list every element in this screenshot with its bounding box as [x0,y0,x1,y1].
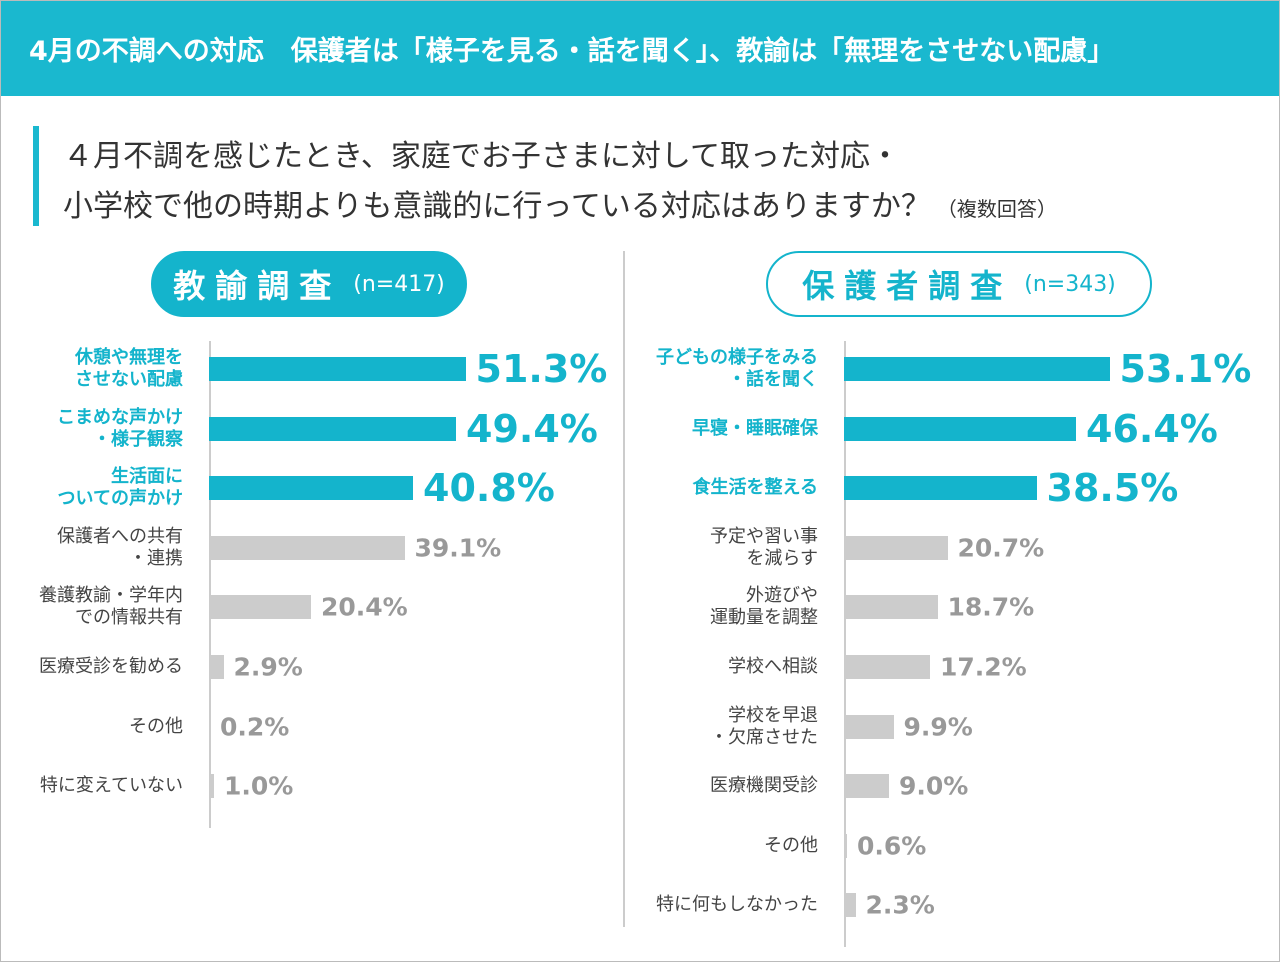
value-label: 49.4% [466,406,598,451]
value-label: 17.2% [940,652,1027,682]
category-label: 外遊びや 運動量を調整 [710,585,818,629]
bar [844,357,1110,381]
bar [209,655,224,679]
value-label: 20.7% [957,533,1045,563]
axis-line [209,341,211,828]
value-label: 46.4% [1086,406,1218,451]
bar [209,774,214,799]
category-label: その他 [129,715,183,737]
category-label: 特に変えていない [39,775,183,797]
category-label: 生活面に ついての声かけ [57,466,183,510]
category-label: 学校を早退 ・欠席させた [710,704,818,748]
bar [844,893,856,918]
header-title: 4月の不調への対応 保護者は「様子を見る・話を聞く」、教諭は「無理をさせない配慮… [29,36,1115,67]
panel-header: 保護者調査 (n=343) [766,251,1152,317]
panel-subtitle: (n=417) [353,271,445,297]
panel-title: 教諭調査 [173,267,342,305]
category-label: 医療機関受診 [710,775,818,797]
category-label: 学校へ相談 [728,656,818,677]
value-label: 2.3% [865,890,935,920]
panel-title: 保護者調査 [802,267,1013,305]
category-label: 予定や習い事 を減らす [710,525,818,569]
value-label: 38.5% [1046,466,1179,511]
value-label: 0.2% [220,712,290,742]
bar [844,416,1076,441]
value-label: 1.0% [224,771,294,801]
category-label: こまめな声かけ ・様子観察 [57,406,183,450]
bar [209,714,210,739]
bar [844,655,930,679]
value-label: 2.9% [233,652,303,682]
value-label: 9.9% [903,712,973,742]
panel-header: 教諭調査 (n=417) [151,251,467,317]
category-label: 休憩や無理を させない配慮 [75,347,183,390]
category-label: その他 [764,834,818,856]
question: 小学校で他の時期よりも意識的に行っている対応はありますか？ （複数回答） [63,181,1057,225]
axis-line [844,341,846,947]
bar [844,595,938,620]
question-note: （複数回答） [936,197,1057,221]
bar [844,833,847,858]
bar [844,535,948,560]
accent-bar [33,126,39,226]
bar [844,714,894,739]
question: ４月不調を感じたとき、家庭でお子さまに対して取った対応・ [63,139,900,174]
value-label: 0.6% [857,831,927,861]
category-label: 保護者への共有 ・連携 [57,525,183,569]
bar [209,476,413,501]
category-label: 養護教諭・学年内 での情報共有 [39,585,183,629]
bar [209,595,311,620]
bar [209,357,466,381]
value-label: 39.1% [414,533,502,563]
header: 4月の不調への対応 保護者は「様子を見る・話を聞く」、教諭は「無理をさせない配慮… [1,1,1279,96]
value-label: 51.3% [475,347,608,391]
category-label: 特に何もしなかった [656,894,818,916]
bar [209,416,456,441]
category-label: 子どもの様子をみる ・話を聞く [656,347,818,390]
bar [844,476,1037,501]
bar [209,535,405,560]
value-label: 9.0% [899,771,969,801]
category-label: 早寝・睡眠確保 [692,417,818,439]
category-label: 医療受診を勧める [39,656,183,677]
value-label: 18.7% [947,592,1035,622]
category-label: 食生活を整える [692,477,818,499]
panel-subtitle: (n=343) [1024,271,1116,297]
value-label: 40.8% [423,466,555,511]
divider [623,251,625,927]
question-text: 小学校で他の時期よりも意識的に行っている対応はありますか？ [63,189,931,224]
bar [844,774,889,799]
value-label: 20.4% [321,592,408,622]
value-label: 53.1% [1119,347,1252,391]
